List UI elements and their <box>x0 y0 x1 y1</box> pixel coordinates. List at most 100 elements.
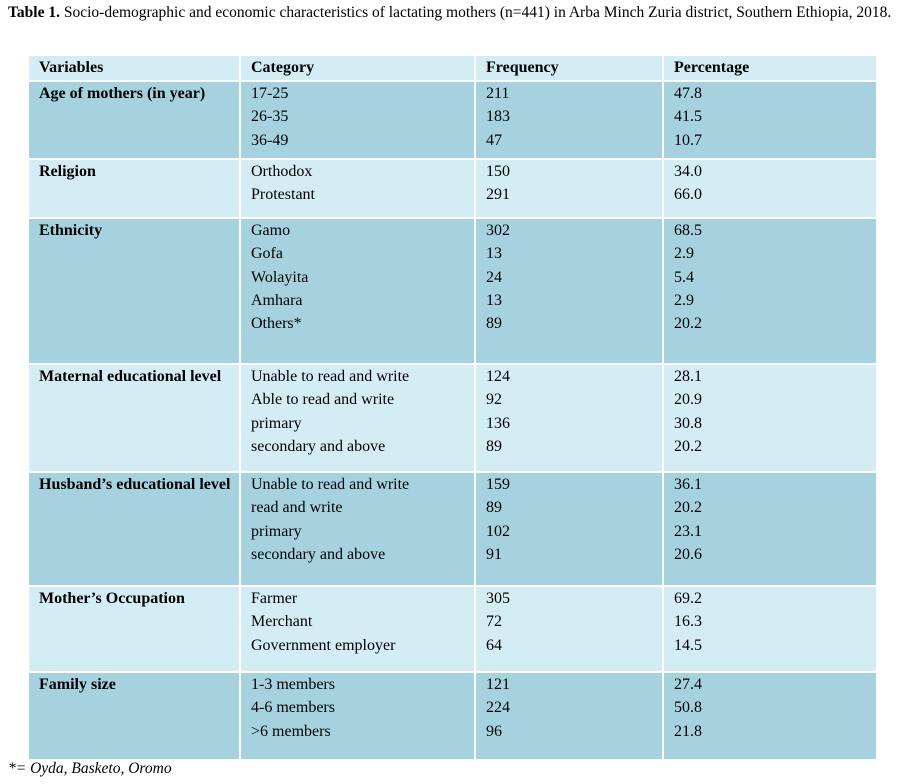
category-cell: Gamo Gofa Wolayita Amhara Others* <box>239 217 476 365</box>
frequency-value: 136 <box>486 414 510 432</box>
variable-cell: Maternal educational level <box>27 363 241 473</box>
percentage-value: 66.0 <box>674 186 702 204</box>
percentage-value: 20.2 <box>674 437 702 455</box>
percentage-value: 69.2 <box>674 590 702 607</box>
header-percentage: Percentage <box>662 54 878 82</box>
category-cell: 17-25 26-35 36-49 <box>239 80 476 160</box>
table-header-row: Variables Category Frequency Percentage <box>27 54 878 82</box>
frequency-value: 92 <box>486 391 502 409</box>
category-value: >6 members <box>251 722 331 740</box>
table-row-family-size: Family size 1-3 members 4-6 members >6 m… <box>27 671 878 761</box>
table-caption: Table 1. Socio-demographic and economic … <box>8 2 894 23</box>
frequency-cell: 121 224 96 <box>474 671 664 761</box>
category-value: primary <box>251 522 302 540</box>
percentage-value: 50.8 <box>674 699 702 717</box>
frequency-value: 96 <box>486 722 502 740</box>
category-value: Amhara <box>251 291 303 309</box>
frequency-value: 224 <box>486 699 510 717</box>
percentage-value: 47.8 <box>674 85 702 102</box>
category-cell: Unable to read and write read and write … <box>239 471 476 587</box>
characteristics-table: Variables Category Frequency Percentage … <box>27 54 878 761</box>
category-value: Protestant <box>251 186 315 204</box>
frequency-value: 159 <box>486 476 510 493</box>
header-frequency: Frequency <box>474 54 664 82</box>
frequency-cell: 124 92 136 89 <box>474 363 664 473</box>
category-value: primary <box>251 414 302 432</box>
category-cell: Unable to read and write Able to read an… <box>239 363 476 473</box>
table-footnote: *= Oyda, Basketo, Oromo <box>8 760 172 777</box>
frequency-value: 124 <box>486 368 510 385</box>
variable-cell: Religion <box>27 158 241 219</box>
frequency-value: 121 <box>486 676 510 693</box>
category-value: 26-35 <box>251 108 289 126</box>
percentage-cell: 28.1 20.9 30.8 20.2 <box>662 363 878 473</box>
table-row-occupation: Mother’s Occupation Farmer Merchant Gove… <box>27 585 878 673</box>
variable-cell: Ethnicity <box>27 217 241 365</box>
percentage-value: 20.9 <box>674 391 702 409</box>
table-row-husband-education: Husband’s educational level Unable to re… <box>27 471 878 587</box>
category-value: Wolayita <box>251 268 309 286</box>
frequency-value: 305 <box>486 590 510 607</box>
percentage-cell: 36.1 20.2 23.1 20.6 <box>662 471 878 587</box>
percentage-cell: 68.5 2.9 5.4 2.9 20.2 <box>662 217 878 365</box>
variable-cell: Mother’s Occupation <box>27 585 241 673</box>
percentage-value: 14.5 <box>674 636 702 654</box>
percentage-value: 23.1 <box>674 522 702 540</box>
category-value: 17-25 <box>251 85 289 102</box>
table-caption-label: Table 1. <box>8 4 60 21</box>
percentage-value: 2.9 <box>674 245 694 263</box>
frequency-cell: 305 72 64 <box>474 585 664 673</box>
frequency-value: 291 <box>486 186 510 204</box>
frequency-cell: 150 291 <box>474 158 664 219</box>
frequency-value: 91 <box>486 545 502 563</box>
percentage-value: 30.8 <box>674 414 702 432</box>
frequency-cell: 159 89 102 91 <box>474 471 664 587</box>
percentage-value: 2.9 <box>674 291 694 309</box>
frequency-value: 24 <box>486 268 502 286</box>
category-value: Farmer <box>251 590 298 607</box>
frequency-value: 102 <box>486 522 510 540</box>
category-cell: Farmer Merchant Government employer <box>239 585 476 673</box>
percentage-cell: 34.0 66.0 <box>662 158 878 219</box>
percentage-cell: 69.2 16.3 14.5 <box>662 585 878 673</box>
category-value: secondary and above <box>251 545 386 563</box>
percentage-cell: 47.8 41.5 10.7 <box>662 80 878 160</box>
frequency-cell: 302 13 24 13 89 <box>474 217 664 365</box>
percentage-value: 20.2 <box>674 315 702 333</box>
category-value: Unable to read and write <box>251 368 410 385</box>
category-value: Orthodox <box>251 163 313 180</box>
percentage-value: 5.4 <box>674 268 694 286</box>
table-caption-text: Socio-demographic and economic character… <box>63 4 892 21</box>
percentage-value: 21.8 <box>674 722 702 740</box>
percentage-value: 41.5 <box>674 108 702 126</box>
table-row-maternal-education: Maternal educational level Unable to rea… <box>27 363 878 473</box>
percentage-value: 27.4 <box>674 676 702 693</box>
table-row-age: Age of mothers (in year) 17-25 26-35 36-… <box>27 80 878 160</box>
frequency-value: 13 <box>486 291 502 309</box>
variable-cell: Family size <box>27 671 241 761</box>
category-value: Able to read and write <box>251 391 395 409</box>
frequency-value: 211 <box>486 85 510 102</box>
frequency-value: 89 <box>486 437 502 455</box>
variable-cell: Husband’s educational level <box>27 471 241 587</box>
category-value: 4-6 members <box>251 699 335 717</box>
category-value: 1-3 members <box>251 676 335 693</box>
category-value: secondary and above <box>251 437 386 455</box>
percentage-value: 36.1 <box>674 476 702 493</box>
frequency-value: 64 <box>486 636 502 654</box>
frequency-value: 72 <box>486 613 502 631</box>
category-value: 36-49 <box>251 131 289 149</box>
category-cell: Orthodox Protestant <box>239 158 476 219</box>
frequency-value: 183 <box>486 108 510 126</box>
category-value: Others* <box>251 315 302 333</box>
frequency-value: 89 <box>486 315 502 333</box>
percentage-value: 10.7 <box>674 131 702 149</box>
variable-cell: Age of mothers (in year) <box>27 80 241 160</box>
frequency-value: 89 <box>486 499 502 517</box>
category-value: Gamo <box>251 222 291 239</box>
category-value: Merchant <box>251 613 313 631</box>
header-category: Category <box>239 54 476 82</box>
percentage-value: 20.6 <box>674 545 702 563</box>
header-variables: Variables <box>27 54 241 82</box>
frequency-value: 150 <box>486 163 510 180</box>
